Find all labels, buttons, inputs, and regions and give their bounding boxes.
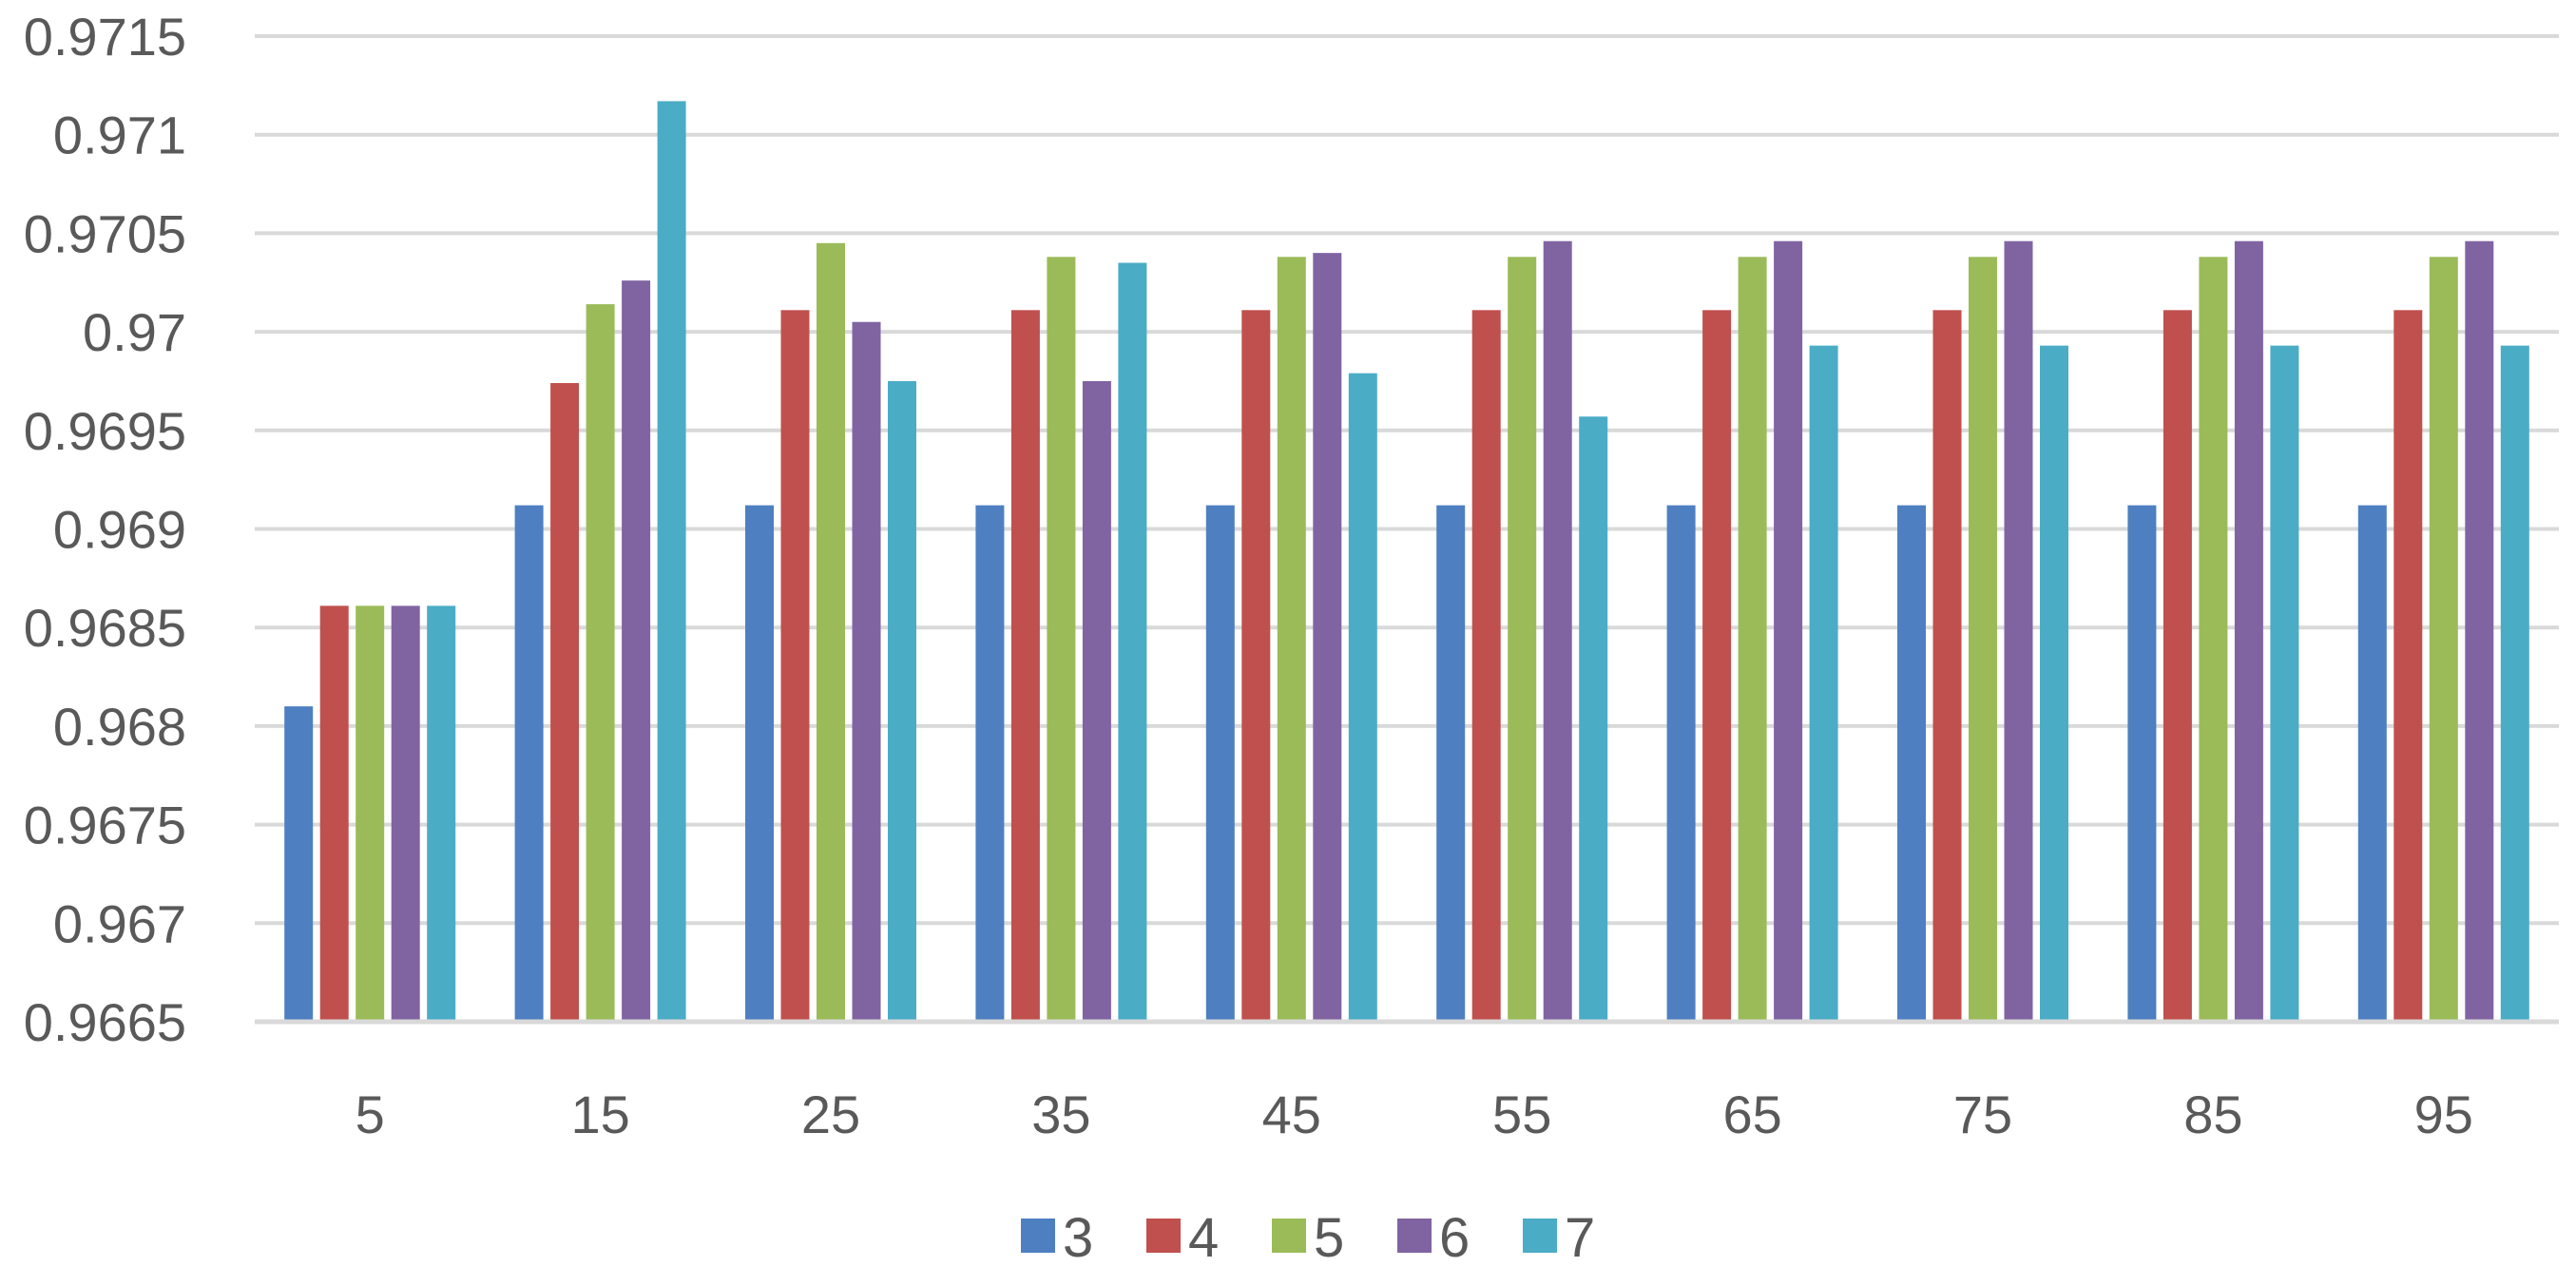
bar-series-7-35 [1118, 262, 1147, 1022]
y-tick-label: 0.968 [53, 697, 186, 757]
bar-series-6-55 [1543, 240, 1572, 1023]
bar-series-5-85 [2199, 257, 2228, 1023]
legend-swatch-3 [1021, 1219, 1055, 1253]
bar-series-7-95 [2500, 345, 2529, 1022]
y-tick-label: 0.97 [83, 302, 186, 362]
bar-series-6-85 [2234, 240, 2263, 1023]
y-tick-label: 0.9695 [24, 401, 186, 461]
legend-label-5: 5 [1314, 1207, 1344, 1269]
legend-swatch-5 [1272, 1219, 1306, 1253]
bar-series-3-55 [1436, 505, 1466, 1022]
bar-series-3-25 [745, 505, 774, 1022]
bar-series-3-15 [514, 505, 544, 1022]
bar-series-4-55 [1471, 310, 1501, 1022]
bar-series-7-25 [888, 380, 916, 1022]
bar-series-7-85 [2270, 345, 2299, 1022]
bar-series-4-85 [2163, 310, 2192, 1022]
x-tick-label: 35 [1031, 1084, 1090, 1144]
bar-series-7-45 [1348, 373, 1377, 1022]
bar-series-4-45 [1241, 310, 1271, 1022]
bars [284, 101, 2529, 1023]
bar-series-5-25 [817, 242, 845, 1022]
bar-series-5-95 [2429, 257, 2458, 1023]
bar-series-3-85 [2127, 505, 2157, 1022]
bar-series-7-15 [657, 101, 686, 1022]
y-tick-label: 0.9675 [24, 796, 186, 855]
y-tick-label: 0.9705 [24, 203, 186, 263]
legend-swatch-4 [1146, 1219, 1181, 1253]
bar-series-4-35 [1010, 310, 1040, 1022]
bar-series-5-75 [1969, 257, 1997, 1023]
bar-series-7-55 [1579, 416, 1608, 1023]
bar-series-3-95 [2357, 505, 2387, 1022]
bar-series-5-15 [586, 304, 615, 1023]
bar-series-4-95 [2393, 310, 2423, 1022]
bar-series-6-75 [2004, 240, 2033, 1023]
x-tick-label: 85 [2183, 1084, 2242, 1144]
bar-series-3-5 [284, 706, 314, 1022]
bar-series-5-65 [1738, 257, 1767, 1023]
x-tick-label: 75 [1953, 1084, 2012, 1144]
bar-series-7-65 [1809, 345, 1838, 1022]
bar-series-5-55 [1508, 257, 1537, 1023]
bar-series-7-75 [2040, 345, 2068, 1022]
legend-label-6: 6 [1439, 1207, 1470, 1269]
y-axis-tick-labels: 0.9665 0.967 0.9675 0.968 0.9685 0.969 0.9695 0… [24, 7, 186, 1052]
x-tick-label: 55 [1492, 1084, 1551, 1144]
legend: 3 4 5 6 7 [1021, 1207, 1595, 1269]
bar-series-6-45 [1313, 253, 1342, 1022]
y-tick-label: 0.967 [53, 893, 186, 953]
y-tick-label: 0.971 [53, 106, 186, 165]
bar-series-4-25 [780, 310, 810, 1022]
x-tick-label: 45 [1262, 1084, 1321, 1144]
bar-series-3-45 [1205, 505, 1235, 1022]
y-tick-label: 0.9715 [24, 7, 186, 67]
bar-series-4-5 [319, 605, 349, 1022]
bar-series-6-5 [391, 605, 420, 1022]
x-tick-label: 5 [356, 1084, 385, 1144]
bar-series-5-35 [1047, 257, 1076, 1023]
bar-series-6-65 [1774, 240, 1803, 1023]
x-axis-tick-labels: 5 15 25 35 45 55 65 75 85 95 [356, 1084, 2473, 1144]
bar-series-6-15 [622, 280, 651, 1022]
bar-series-6-95 [2465, 240, 2494, 1023]
x-tick-label: 95 [2414, 1084, 2473, 1144]
legend-swatch-7 [1523, 1219, 1557, 1253]
bar-series-5-45 [1277, 257, 1306, 1023]
x-tick-label: 15 [570, 1084, 629, 1144]
x-tick-label: 25 [801, 1084, 860, 1144]
bar-series-5-5 [356, 605, 385, 1022]
y-tick-label: 0.9685 [24, 598, 186, 658]
bar-series-4-75 [1932, 310, 1962, 1022]
x-tick-label: 65 [1722, 1084, 1781, 1144]
y-tick-label: 0.969 [53, 500, 186, 560]
legend-label-4: 4 [1188, 1207, 1219, 1269]
bar-series-4-15 [550, 383, 580, 1022]
legend-label-3: 3 [1063, 1207, 1093, 1269]
bar-series-3-65 [1666, 505, 1696, 1022]
bar-series-6-25 [852, 321, 881, 1023]
legend-swatch-6 [1397, 1219, 1432, 1253]
y-tick-label: 0.9665 [24, 992, 186, 1052]
bar-series-7-5 [427, 605, 456, 1022]
bar-series-4-65 [1702, 310, 1732, 1022]
bar-series-3-35 [975, 505, 1005, 1022]
bar-series-3-75 [1897, 505, 1926, 1022]
legend-label-7: 7 [1565, 1207, 1595, 1269]
bar-series-6-35 [1082, 380, 1111, 1022]
